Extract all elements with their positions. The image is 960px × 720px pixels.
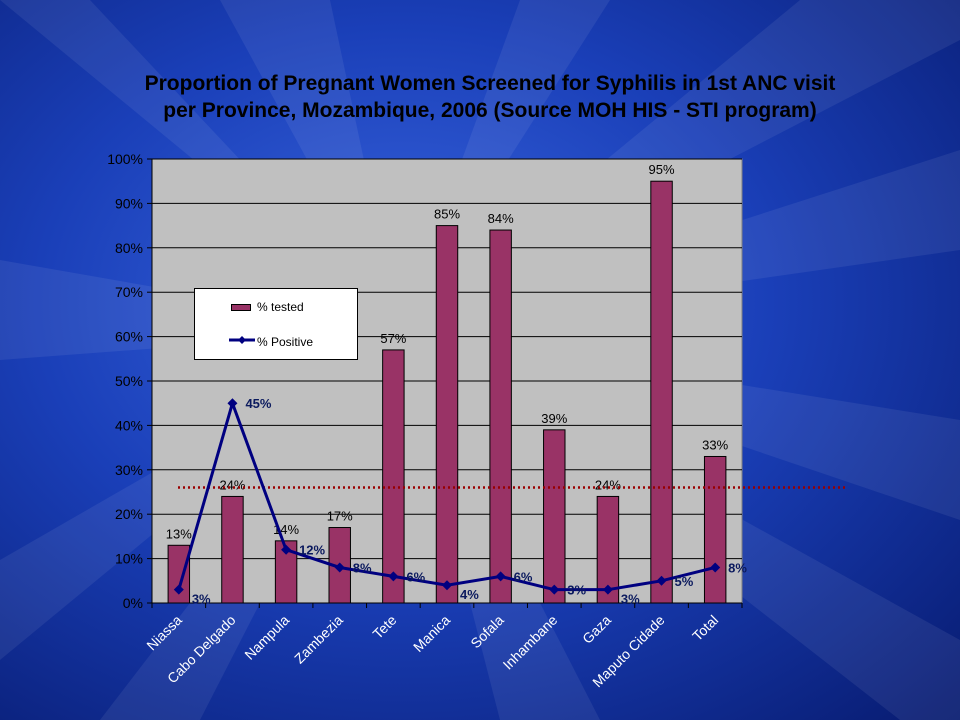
- line-point-marker: [710, 562, 721, 573]
- bar-value-label: 24%: [219, 477, 245, 492]
- bar: [543, 429, 566, 604]
- bar: [382, 349, 405, 604]
- line-point-marker: [281, 544, 292, 555]
- line-value-label: 45%: [245, 396, 271, 411]
- legend-bar-swatch: [231, 304, 251, 311]
- bar-value-label: 85%: [434, 207, 460, 222]
- line-point-marker: [442, 580, 452, 591]
- bar-value-label: 17%: [327, 509, 353, 524]
- line-point-marker: [656, 575, 667, 586]
- bar: [221, 495, 244, 604]
- bar: [650, 180, 673, 604]
- line-point-marker: [602, 584, 613, 595]
- y-tick-label: 70%: [115, 284, 143, 300]
- chart-legend: % tested % Positive: [194, 288, 358, 360]
- y-tick-label: 10%: [115, 551, 143, 567]
- bar: [703, 455, 727, 604]
- y-tick-label: 90%: [115, 195, 143, 211]
- line-point-marker: [173, 584, 184, 595]
- line-value-label: 5%: [675, 574, 694, 589]
- bar: [596, 495, 620, 604]
- y-tick-label: 0%: [123, 595, 143, 611]
- y-tick-label: 50%: [115, 373, 143, 389]
- y-tick-label: 80%: [115, 240, 143, 256]
- x-category-label: Nampula: [241, 612, 292, 663]
- legend-label-tested: % tested: [257, 300, 304, 314]
- line-value-label: 8%: [728, 560, 747, 575]
- y-tick-label: 40%: [115, 417, 143, 433]
- bar: [435, 225, 459, 604]
- x-category-label: Tete: [369, 612, 399, 642]
- legend-line-swatch: [229, 336, 255, 344]
- bar-value-label: 13%: [166, 526, 192, 541]
- x-category-label: Manica: [410, 612, 453, 655]
- bar-value-label: 39%: [541, 411, 567, 426]
- x-category-label: Gaza: [579, 612, 614, 647]
- line-value-label: 6%: [406, 569, 425, 584]
- x-category-label: Zambezia: [291, 612, 346, 667]
- bar-value-label: 84%: [488, 211, 514, 226]
- bar: [274, 540, 298, 604]
- line-value-label: 6%: [514, 569, 533, 584]
- line-point-marker: [334, 562, 345, 573]
- bar: [167, 544, 191, 604]
- bar-value-label: 33%: [702, 437, 728, 452]
- line-point-marker: [227, 398, 238, 409]
- chart-title: Proportion of Pregnant Women Screened fo…: [144, 72, 836, 122]
- line-value-label: 8%: [353, 560, 372, 575]
- line-value-label: 3%: [192, 592, 211, 607]
- line-value-label: 4%: [460, 587, 479, 602]
- bar: [489, 229, 512, 604]
- line-point-marker: [388, 571, 399, 582]
- y-tick-label: 20%: [115, 506, 143, 522]
- line-point-marker: [549, 584, 560, 595]
- line-point-marker: [495, 571, 506, 582]
- line-value-label: 3%: [567, 583, 586, 598]
- x-category-label: Inhambane: [500, 612, 561, 673]
- y-tick-label: 60%: [115, 329, 143, 345]
- bar-value-label: 24%: [595, 477, 621, 492]
- line-value-label: 3%: [621, 592, 640, 607]
- x-category-label: Sofala: [467, 612, 507, 652]
- x-category-label: Total: [689, 612, 721, 644]
- y-tick-label: 100%: [107, 151, 143, 167]
- bar-value-label: 57%: [380, 331, 406, 346]
- x-category-label: Niassa: [143, 612, 185, 654]
- y-tick-label: 30%: [115, 462, 143, 478]
- bar-value-label: 95%: [649, 162, 675, 177]
- legend-label-positive: % Positive: [257, 335, 314, 349]
- line-value-label: 12%: [299, 543, 325, 558]
